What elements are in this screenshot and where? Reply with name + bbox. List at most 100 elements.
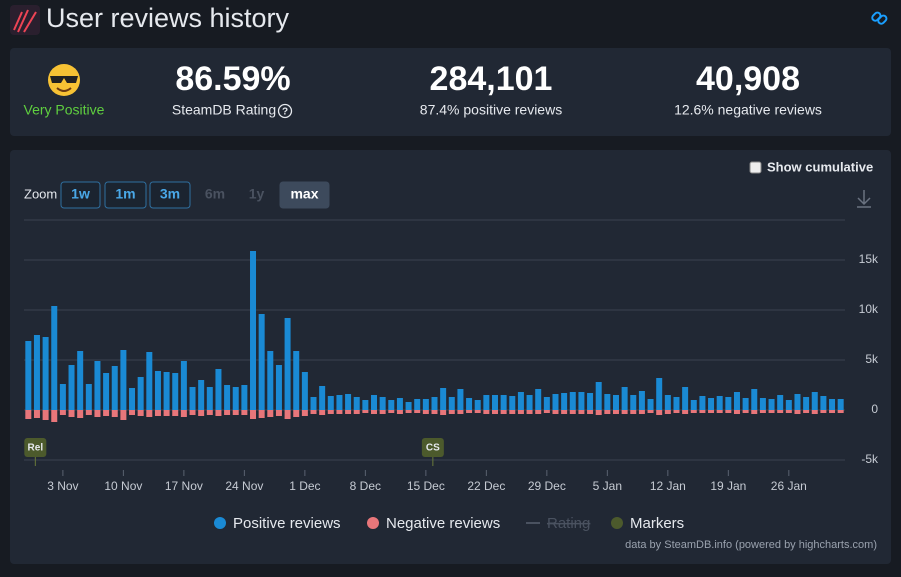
bar bbox=[733, 410, 740, 414]
bar bbox=[215, 410, 222, 416]
bar bbox=[561, 410, 568, 414]
bar bbox=[621, 387, 628, 410]
bar bbox=[267, 351, 274, 410]
bar bbox=[751, 410, 758, 414]
bar bbox=[129, 410, 136, 415]
bar bbox=[405, 410, 412, 413]
bar bbox=[172, 373, 179, 410]
bar bbox=[690, 400, 697, 410]
bar bbox=[517, 410, 524, 414]
cumulative-checkbox[interactable] bbox=[749, 161, 762, 174]
zoom-button-label[interactable]: 3m bbox=[160, 186, 180, 202]
bar bbox=[319, 410, 326, 415]
bar bbox=[154, 410, 161, 416]
bar bbox=[811, 392, 818, 410]
bar bbox=[708, 398, 715, 410]
zoom-button[interactable] bbox=[104, 181, 147, 209]
help-icon[interactable] bbox=[277, 103, 293, 119]
bar bbox=[699, 396, 706, 410]
bar bbox=[275, 365, 282, 410]
bar bbox=[543, 397, 550, 410]
bar bbox=[371, 410, 378, 414]
bar bbox=[336, 410, 343, 414]
bar bbox=[794, 410, 801, 414]
legend-swatch[interactable] bbox=[611, 517, 623, 529]
bar bbox=[517, 392, 524, 410]
bar bbox=[716, 410, 723, 413]
bar bbox=[725, 410, 732, 413]
bar bbox=[664, 410, 671, 414]
bar bbox=[94, 361, 101, 410]
x-tick-label: 24 Nov bbox=[225, 479, 263, 493]
bar bbox=[137, 377, 144, 410]
zoom-button-label[interactable]: max bbox=[290, 186, 318, 202]
zoom-button[interactable] bbox=[149, 181, 191, 209]
bar bbox=[379, 410, 386, 414]
y-tick-label: 5k bbox=[865, 352, 879, 366]
bar bbox=[336, 395, 343, 410]
legend-label-hidden[interactable]: Rating bbox=[547, 515, 590, 532]
chart-panel bbox=[10, 150, 891, 564]
bar bbox=[111, 410, 118, 417]
bar bbox=[362, 400, 369, 410]
bar bbox=[638, 410, 645, 414]
bar bbox=[491, 395, 498, 410]
x-tick-label: 5 Jan bbox=[593, 479, 622, 493]
legend-swatch[interactable] bbox=[367, 517, 379, 529]
bar bbox=[310, 397, 317, 410]
bar bbox=[293, 351, 300, 410]
zoom-button-label[interactable]: 1w bbox=[71, 186, 90, 202]
legend-label[interactable]: Positive reviews bbox=[233, 515, 341, 532]
bar bbox=[68, 365, 75, 410]
y-tick-label: 10k bbox=[859, 302, 879, 316]
download-icon[interactable] bbox=[857, 190, 871, 208]
bar bbox=[250, 410, 257, 419]
legend-swatch[interactable] bbox=[214, 517, 226, 529]
y-tick-label: 0 bbox=[871, 402, 878, 416]
negative-total: 40,908 bbox=[696, 60, 800, 98]
bar bbox=[120, 410, 127, 420]
bar bbox=[388, 400, 395, 410]
legend-label[interactable]: Negative reviews bbox=[386, 515, 500, 532]
y-tick-label: 15k bbox=[859, 252, 879, 266]
bar bbox=[94, 410, 101, 417]
bar bbox=[163, 372, 170, 410]
bar bbox=[258, 314, 265, 410]
bar bbox=[647, 410, 654, 413]
bar bbox=[803, 397, 810, 410]
bar bbox=[189, 410, 196, 415]
zoom-button-label[interactable]: 1m bbox=[115, 186, 135, 202]
bar bbox=[77, 410, 84, 418]
bar bbox=[327, 410, 334, 414]
bar bbox=[59, 410, 66, 415]
bar bbox=[630, 395, 637, 410]
bar bbox=[137, 410, 144, 416]
bar bbox=[25, 410, 32, 419]
bar bbox=[742, 410, 749, 413]
zoom-button[interactable] bbox=[60, 181, 101, 209]
bar bbox=[42, 410, 49, 420]
bar bbox=[837, 410, 844, 413]
legend-label[interactable]: Markers bbox=[630, 515, 684, 532]
x-tick-label: 26 Jan bbox=[771, 479, 807, 493]
bar bbox=[33, 335, 40, 410]
bar bbox=[25, 341, 32, 410]
marker-flag[interactable] bbox=[421, 438, 444, 457]
marker-flag[interactable] bbox=[24, 438, 47, 457]
cumulative-label[interactable]: Show cumulative bbox=[767, 159, 873, 174]
x-tick-label: 8 Dec bbox=[350, 479, 381, 493]
bar bbox=[414, 399, 421, 410]
bar bbox=[180, 410, 187, 417]
bar bbox=[595, 382, 602, 410]
x-tick-label: 3 Nov bbox=[47, 479, 78, 493]
bar bbox=[42, 337, 49, 410]
zoom-button[interactable] bbox=[279, 181, 330, 209]
bar bbox=[820, 396, 827, 410]
emoji-face bbox=[48, 64, 80, 96]
zoom-button-label: 1y bbox=[249, 186, 265, 202]
bar bbox=[85, 410, 92, 415]
link-icon[interactable] bbox=[871, 11, 888, 25]
bar bbox=[284, 318, 291, 410]
emoji-sunglasses bbox=[50, 76, 78, 83]
